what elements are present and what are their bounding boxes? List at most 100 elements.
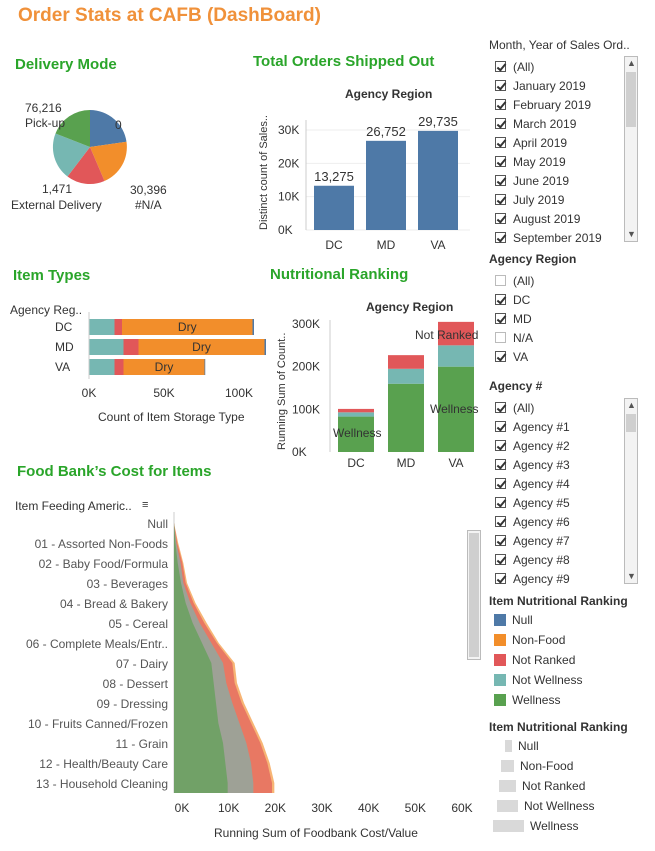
month-option[interactable]: September 2019 (495, 228, 602, 247)
region-option[interactable]: (All) (495, 271, 534, 290)
month-option[interactable]: June 2019 (495, 171, 569, 190)
color-legend-item[interactable]: Null (494, 611, 533, 629)
segment-not-ranked[interactable] (114, 319, 123, 335)
agency-option[interactable]: Agency #3 (495, 455, 570, 474)
agency-option[interactable]: (All) (495, 398, 534, 417)
orders-bar-chart[interactable]: 30K 20K 10K 0K 13,275 DC 26,752 MD 29,735 VA (270, 100, 480, 260)
checkbox[interactable] (495, 232, 506, 243)
month-option[interactable]: (All) (495, 57, 534, 76)
size-legend-item[interactable]: Null (505, 737, 539, 755)
segment-not-ranked[interactable] (114, 359, 124, 375)
checkbox[interactable] (495, 351, 506, 362)
segment-wellness[interactable] (338, 416, 374, 452)
segment-not-wellness[interactable] (89, 319, 115, 335)
pie-slice-blank[interactable] (90, 110, 127, 147)
scroll-down-icon[interactable]: ▼ (627, 229, 636, 239)
region-option[interactable]: N/A (495, 328, 533, 347)
month-scrollbar[interactable]: ▲ ▼ (624, 56, 638, 242)
month-option[interactable]: July 2019 (495, 190, 564, 209)
color-legend-item[interactable]: Non-Food (494, 631, 565, 649)
delivery-mode-pie[interactable] (0, 90, 240, 220)
segment-not-wellness[interactable] (388, 368, 424, 384)
cost-scrollbar-thumb[interactable] (469, 533, 479, 657)
size-legend-item[interactable]: Not Wellness (497, 797, 594, 815)
checkbox[interactable] (495, 478, 506, 489)
pie-slice-pick-up[interactable] (55, 109, 91, 147)
checkbox[interactable] (495, 421, 506, 432)
color-legend-item[interactable]: Wellness (494, 691, 560, 709)
checkbox[interactable] (495, 459, 506, 470)
segment-null[interactable] (264, 339, 267, 355)
checkbox[interactable] (495, 61, 506, 72)
checkbox[interactable] (495, 516, 506, 527)
checkbox[interactable] (495, 573, 506, 584)
segment-wellness[interactable] (388, 383, 424, 452)
segment-null[interactable] (204, 359, 206, 375)
agency-option[interactable]: Agency #4 (495, 474, 570, 493)
month-option[interactable]: March 2019 (495, 114, 576, 133)
checkbox[interactable] (495, 294, 506, 305)
segment-dry-non-food-[interactable] (138, 339, 265, 355)
segment-not-ranked[interactable] (338, 408, 374, 413)
segment-not-wellness[interactable] (89, 359, 115, 375)
scroll-up-icon[interactable]: ▲ (627, 58, 636, 68)
segment-not-ranked[interactable] (123, 339, 139, 355)
agency-scrollbar[interactable]: ▲ ▼ (624, 398, 638, 584)
scroll-up-icon[interactable]: ▲ (627, 400, 636, 410)
checkbox[interactable] (495, 440, 506, 451)
color-legend-item[interactable]: Not Wellness (494, 671, 582, 689)
area-wellness[interactable] (174, 523, 228, 793)
segment-not-ranked[interactable] (388, 355, 424, 369)
agency-option[interactable]: Agency #5 (495, 493, 570, 512)
checkbox[interactable] (495, 313, 506, 324)
pie-slice-teal[interactable] (52, 133, 90, 177)
month-option[interactable]: January 2019 (495, 76, 586, 95)
checkbox[interactable] (495, 175, 506, 186)
pie-slice-na[interactable] (90, 141, 127, 181)
region-option[interactable]: DC (495, 290, 530, 309)
agency-option[interactable]: Agency #9 (495, 569, 570, 588)
color-legend-item[interactable]: Not Ranked (494, 651, 575, 669)
agency-option[interactable]: Agency #6 (495, 512, 570, 531)
agency-option[interactable]: Agency #1 (495, 417, 570, 436)
checkbox[interactable] (495, 402, 506, 413)
month-scrollbar-thumb[interactable] (626, 72, 636, 127)
segment-dry-non-food-[interactable] (123, 359, 205, 375)
segment-not-wellness[interactable] (89, 339, 124, 355)
item-types-chart[interactable]: DC Dry MD Dry VA Dry 0K 50K 100K (55, 312, 270, 402)
agency-scrollbar-thumb[interactable] (626, 414, 636, 432)
checkbox[interactable] (495, 332, 506, 343)
bar-va[interactable] (418, 130, 458, 230)
checkbox[interactable] (495, 213, 506, 224)
month-option[interactable]: February 2019 (495, 95, 591, 114)
region-option[interactable]: MD (495, 309, 532, 328)
size-legend-item[interactable]: Non-Food (501, 757, 573, 775)
segment-dry-non-food-[interactable] (122, 319, 253, 335)
agency-option[interactable]: Agency #7 (495, 531, 570, 550)
scroll-down-icon[interactable]: ▼ (627, 571, 636, 581)
segment-not-ranked[interactable] (438, 321, 474, 346)
checkbox[interactable] (495, 535, 506, 546)
checkbox[interactable] (495, 137, 506, 148)
segment-not-wellness[interactable] (338, 412, 374, 417)
pie-slice-external-delivery[interactable] (67, 147, 105, 185)
month-option[interactable]: April 2019 (495, 133, 567, 152)
segment-not-wellness[interactable] (438, 345, 474, 367)
size-legend-item[interactable]: Wellness (493, 817, 578, 835)
month-option[interactable]: August 2019 (495, 209, 580, 228)
cost-scrollbar[interactable] (467, 530, 481, 660)
agency-option[interactable]: Agency #8 (495, 550, 570, 569)
checkbox[interactable] (495, 194, 506, 205)
bar-dc[interactable] (314, 185, 354, 230)
cost-area-chart[interactable]: Null 01 - Assorted Non-Foods 02 - Baby Foo… (0, 512, 480, 822)
checkbox[interactable] (495, 554, 506, 565)
bar-md[interactable] (366, 140, 406, 230)
nutrition-chart[interactable]: 300K 200K 100K 0K DC MD VA Wellness Wellness Not … (290, 312, 480, 474)
segment-null[interactable] (252, 319, 255, 335)
checkbox[interactable] (495, 497, 506, 508)
month-option[interactable]: May 2019 (495, 152, 566, 171)
sort-icon[interactable]: ≡ (142, 499, 149, 511)
agency-option[interactable]: Agency #2 (495, 436, 570, 455)
region-option[interactable]: VA (495, 347, 528, 366)
checkbox[interactable] (495, 80, 506, 91)
